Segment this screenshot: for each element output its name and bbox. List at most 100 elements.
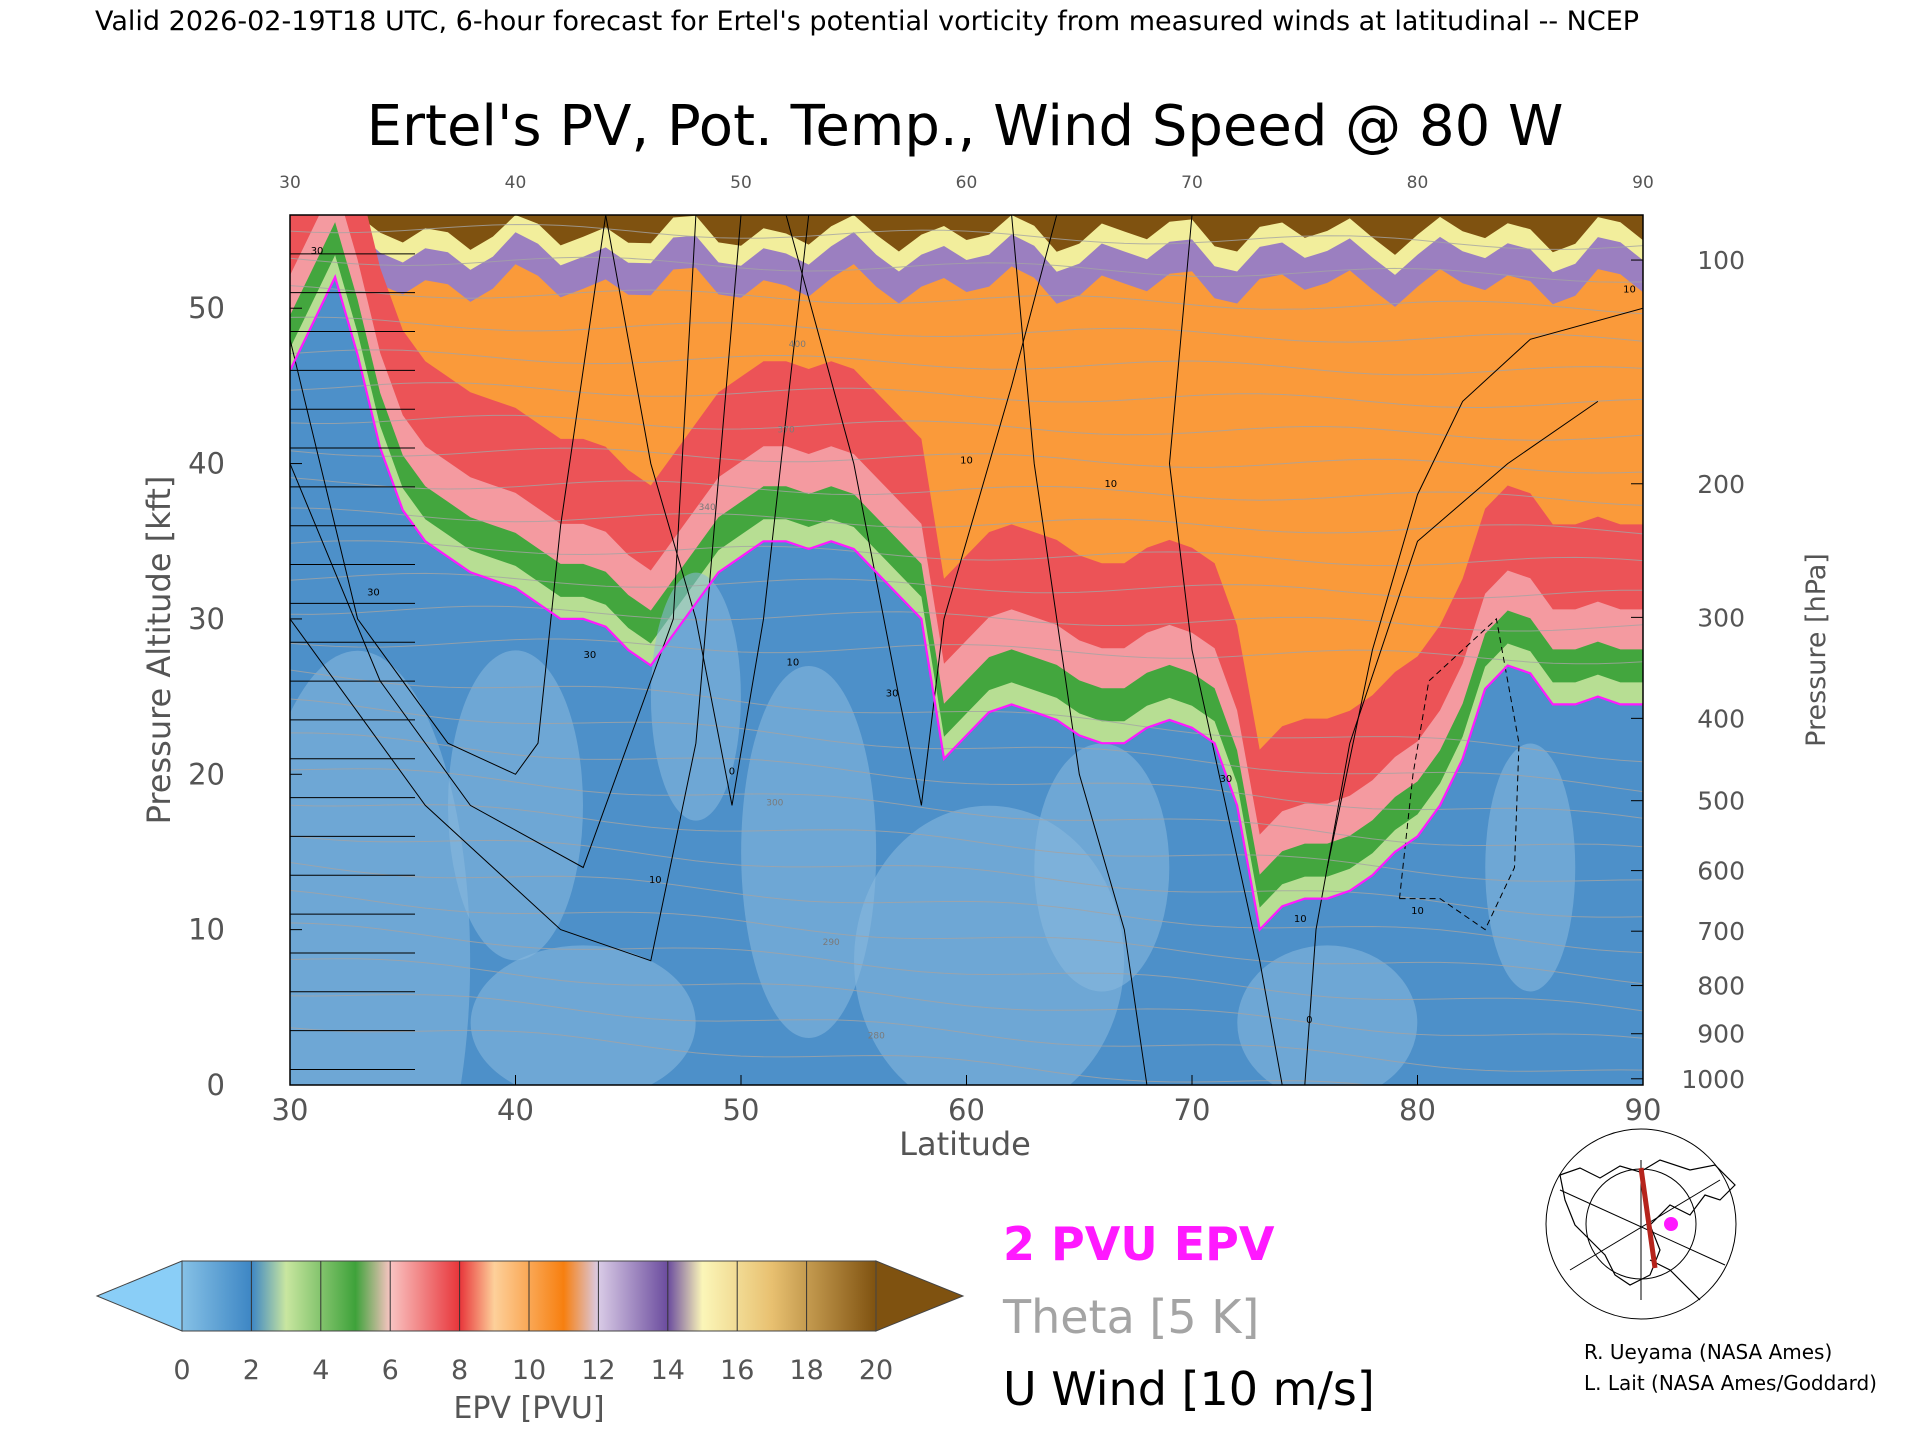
- y-tick-label: 40: [188, 447, 225, 481]
- tropopause-2pvu-line: [290, 274, 1643, 932]
- colorbar-over-triangle: [875, 1260, 965, 1332]
- x-top-tick-label: 40: [505, 173, 527, 193]
- pressure-tick-label: 300: [1697, 603, 1745, 632]
- theta-label: 290: [823, 938, 840, 948]
- x-tick-label: 90: [1625, 1093, 1662, 1127]
- x-axis: 30 40 50 60 70 80 90: [272, 1075, 1662, 1127]
- theta-contour: [290, 256, 1643, 283]
- y-tick-label: 10: [188, 913, 225, 947]
- pressure-tick-label: 500: [1697, 787, 1745, 816]
- inset-map-track: [1638, 1167, 1658, 1269]
- u-wind-label: 30: [584, 650, 597, 661]
- colorbar-ticks: 0 2 4 6 8 10 12 14 16 18 20: [173, 1261, 893, 1386]
- x-tick-label: 50: [723, 1093, 760, 1127]
- colorbar-under-triangle: [95, 1260, 183, 1332]
- inset-map-grid-ring: [1545, 1128, 1737, 1320]
- colorbar: 0 2 4 6 8 10 12 14 16 18 20 EPV [PVU]: [95, 1260, 965, 1426]
- theta-contour: [290, 922, 1643, 1012]
- theta-contour: [290, 382, 1643, 408]
- inset-map-marker: [1664, 1217, 1678, 1231]
- colorbar-tick-label: 4: [312, 1355, 329, 1386]
- u-wind-contour: [290, 215, 697, 869]
- x-tick-label: 30: [272, 1093, 309, 1127]
- x-tick-label: 40: [497, 1093, 534, 1127]
- theta-contour: [290, 698, 1643, 793]
- inset-map-meridian-3: [1569, 1179, 1721, 1271]
- theta-contour: [290, 638, 1643, 665]
- x-top-tick-label: 50: [730, 173, 752, 193]
- u-wind-label: 10: [1411, 906, 1424, 917]
- u-wind-label: 30: [367, 588, 380, 599]
- pressure-tick-label: 600: [1697, 857, 1745, 886]
- u-wind-label: 30: [886, 689, 899, 700]
- theta-contour: [290, 732, 1643, 819]
- y-tick-label: 50: [188, 291, 225, 325]
- y-axis-label: Pressure Altitude [kft]: [140, 476, 178, 825]
- colorbar-tick-label: 16: [720, 1355, 754, 1386]
- colorbar-tick-label: 8: [451, 1355, 468, 1386]
- legend-u-wind: U Wind [10 m/s]: [1003, 1362, 1375, 1416]
- pressure-tick-label: 1000: [1681, 1065, 1745, 1094]
- x-axis-top: 30 40 50 60 70 80 90: [279, 173, 1654, 193]
- theta-label: 300: [766, 798, 783, 808]
- shading-patch: [470, 945, 696, 1085]
- theta-label: 370: [778, 426, 795, 436]
- u-wind-contours: [290, 215, 1643, 1085]
- theta-contour: [290, 414, 1643, 441]
- y2-axis-label: Pressure [hPa]: [1801, 553, 1832, 747]
- inset-map-meridian-2: [1559, 1189, 1726, 1266]
- u-wind-label: 10: [1623, 285, 1636, 296]
- theta-label: 400: [789, 340, 806, 350]
- colorbar-tick-label: 0: [173, 1355, 190, 1386]
- theta-contour: [290, 572, 1643, 599]
- troposphere-blue: [290, 277, 1643, 1085]
- theta-contour: [290, 835, 1643, 918]
- x-top-tick-label: 60: [956, 173, 978, 193]
- x-tick-label: 80: [1399, 1093, 1436, 1127]
- legend-epv: 2 PVU EPV: [1003, 1217, 1275, 1271]
- x-top-tick-label: 80: [1407, 173, 1429, 193]
- theta-contour: [290, 768, 1643, 848]
- pressure-tick-label: 400: [1697, 704, 1745, 733]
- u-wind-contour: [1304, 400, 1599, 1085]
- colorbar-tick-label: 2: [243, 1355, 260, 1386]
- theta-contour: [290, 862, 1643, 954]
- u-wind-label: 30: [1219, 774, 1232, 785]
- chart-title: Ertel's PV, Pot. Temp., Wind Speed @ 80 …: [367, 94, 1564, 159]
- inset-map-coastline: [1559, 1159, 1736, 1286]
- x-top-tick-label: 90: [1632, 173, 1654, 193]
- theta-contour: [290, 447, 1643, 474]
- u-wind-label: 0: [1306, 1015, 1312, 1026]
- shading-patch: [448, 650, 583, 961]
- u-wind-label: 10: [1294, 914, 1307, 925]
- colorbar-tick-label: 10: [512, 1355, 546, 1386]
- shading-patch: [1034, 743, 1170, 992]
- pressure-tick-label: 800: [1697, 972, 1745, 1001]
- u-wind-label: 10: [786, 658, 799, 669]
- legend: 2 PVU EPV Theta [5 K] U Wind [10 m/s]: [1002, 1217, 1375, 1416]
- theta-contour: [290, 889, 1643, 985]
- x-top-tick-label: 70: [1181, 173, 1203, 193]
- pressure-tick-label: 700: [1697, 917, 1745, 946]
- theta-contour: [290, 507, 1643, 535]
- theta-contour: [290, 804, 1643, 882]
- theta-contour: [290, 349, 1643, 376]
- theta-label: 280: [868, 1031, 885, 1041]
- theta-contour: [290, 605, 1643, 632]
- shading-patch: [1485, 743, 1576, 992]
- shading-patch: [741, 665, 877, 1038]
- theta-contour: [290, 994, 1643, 1072]
- inset-map-coastline-2: [1649, 1259, 1701, 1301]
- colorbar-tick-label: 12: [581, 1355, 615, 1386]
- theta-contour: [290, 1027, 1373, 1085]
- credit-line-1: R. Ueyama (NASA Ames): [1584, 1340, 1832, 1364]
- x-tick-label: 70: [1174, 1093, 1211, 1127]
- x-tick-label: 60: [948, 1093, 985, 1127]
- u-wind-label: 10: [649, 875, 662, 886]
- u-wind-label: 10: [960, 456, 973, 467]
- troposphere-shading: [290, 572, 1576, 1085]
- colorbar-tick-label: 14: [651, 1355, 685, 1386]
- theta-contour: [290, 958, 1643, 1039]
- pressure-axis: 1000 900 800 700 600 500 400 300 200 100: [1631, 246, 1745, 1094]
